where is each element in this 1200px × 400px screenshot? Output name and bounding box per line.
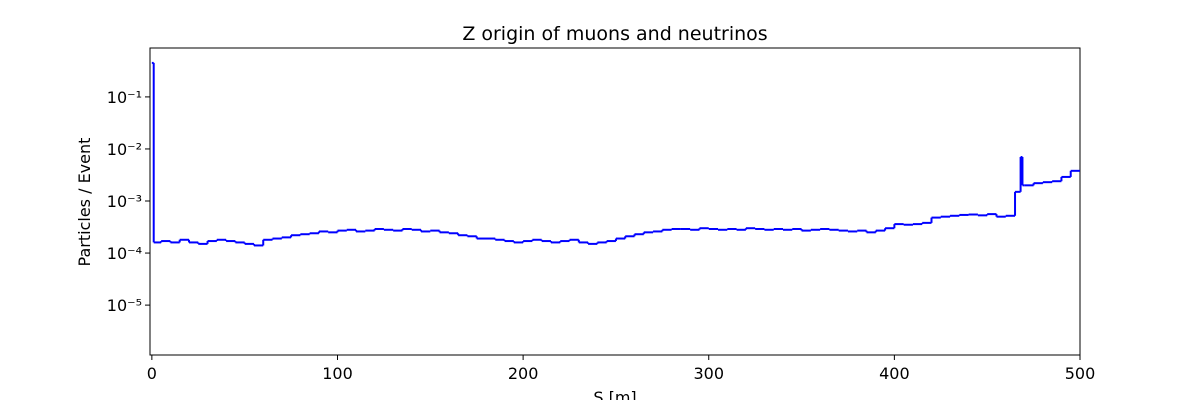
x-tick-label: 500: [1065, 364, 1096, 383]
y-axis-label: Particles / Event: [75, 138, 94, 267]
y-tick-label: 10⁻²: [107, 140, 142, 159]
x-tick-label: 400: [879, 364, 910, 383]
x-tick-label: 100: [322, 364, 353, 383]
plot-frame: [149, 47, 1081, 356]
x-axis-label: S [m]: [593, 388, 636, 400]
y-tick-label: 10⁻⁴: [107, 244, 142, 263]
y-tick-label: 10⁻³: [107, 192, 142, 211]
chart-title: Z origin of muons and neutrinos: [462, 23, 767, 45]
x-tick-label: 0: [147, 364, 157, 383]
y-tick-label: 10⁻⁵: [107, 296, 142, 315]
y-tick-label: 10⁻¹: [107, 88, 142, 107]
x-tick-label: 300: [693, 364, 724, 383]
x-tick-label: 200: [508, 364, 539, 383]
